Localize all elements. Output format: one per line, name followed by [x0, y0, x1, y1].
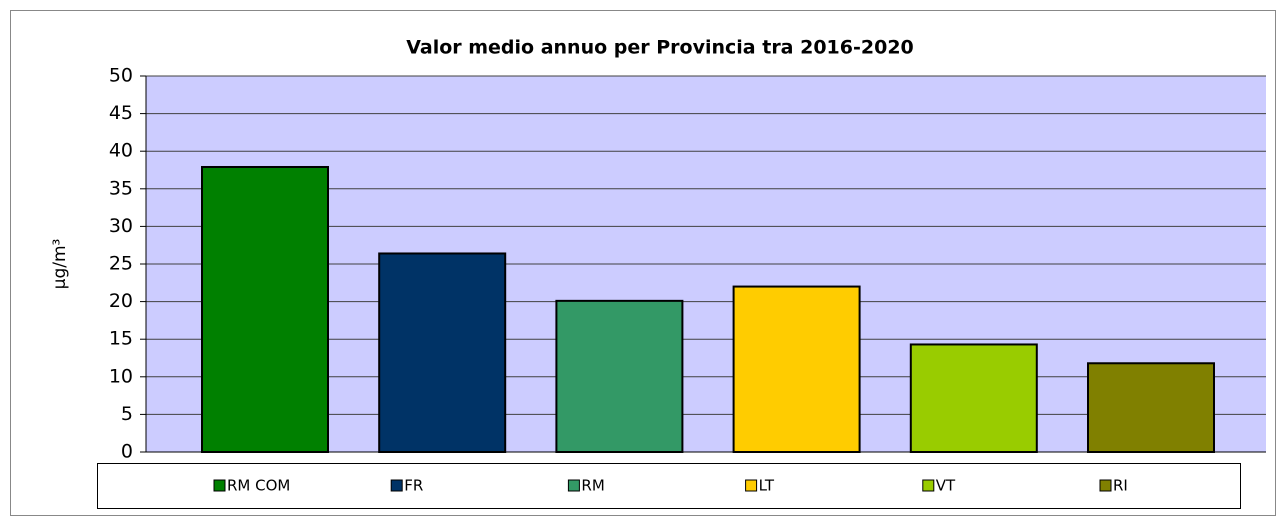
legend-swatch	[922, 479, 935, 492]
bar	[555, 299, 684, 453]
bar	[1087, 362, 1215, 454]
y-tick-label: 10	[109, 365, 133, 387]
y-tick-label: 20	[109, 290, 133, 312]
bar	[378, 252, 507, 453]
legend-label: VT	[936, 477, 956, 495]
legend-label: RI	[1113, 477, 1128, 495]
bar	[909, 343, 1038, 453]
legend-swatch	[390, 479, 403, 492]
legend-label: LT	[759, 477, 775, 495]
legend-label: RM COM	[227, 477, 290, 495]
bar	[201, 165, 329, 453]
legend-box	[97, 463, 1241, 509]
legend-swatch	[567, 479, 580, 492]
y-axis-label: μg/m³	[50, 239, 70, 290]
y-tick-label: 45	[109, 102, 133, 124]
chart-title: Valor medio annuo per Provincia tra 2016…	[406, 37, 914, 59]
legend-label: FR	[404, 477, 423, 495]
legend-swatch	[745, 479, 758, 492]
legend-swatch	[213, 479, 226, 492]
y-tick-label: 5	[121, 403, 133, 425]
y-tick-label: 25	[109, 253, 133, 275]
y-tick-label: 50	[109, 65, 133, 87]
y-tick-label: 0	[121, 441, 133, 463]
y-tick-label: 35	[109, 177, 133, 199]
y-tick-label: 15	[109, 328, 133, 350]
bar	[732, 285, 861, 453]
legend-swatch	[1099, 479, 1112, 492]
y-tick-label: 30	[109, 215, 133, 237]
y-tick-label: 40	[109, 140, 133, 162]
legend-label: RM	[581, 477, 604, 495]
